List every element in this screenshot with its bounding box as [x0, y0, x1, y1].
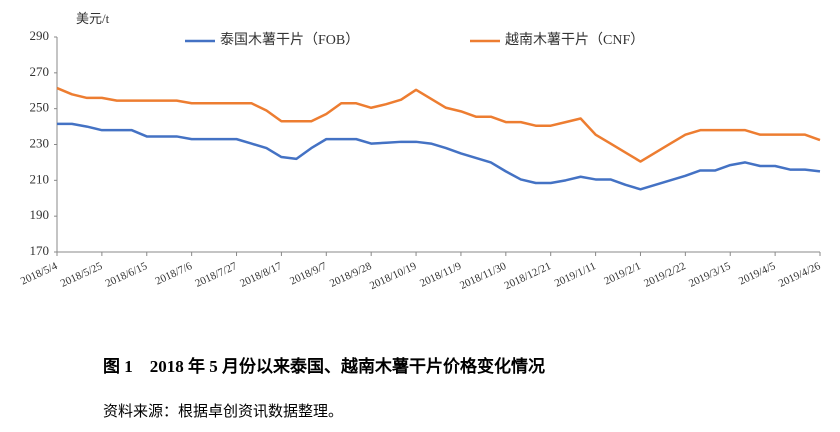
y-tick-label: 230: [30, 135, 50, 150]
y-tick-label: 250: [30, 100, 50, 115]
x-tick-label: 2018/8/17: [238, 260, 284, 290]
x-tick-label: 2018/7/27: [193, 260, 239, 290]
x-tick-label: 2018/12/21: [503, 260, 554, 292]
legend-label: 越南木薯干片（CNF）: [505, 32, 644, 48]
y-tick-label: 210: [30, 171, 50, 186]
y-tick-label: 290: [30, 28, 50, 43]
x-tick-label: 2018/5/25: [59, 260, 105, 290]
legend-label: 泰国木薯干片（FOB）: [220, 32, 359, 48]
y-tick-label: 190: [30, 207, 50, 222]
series-line: [57, 122, 821, 191]
caption: 图 1 2018 年 5 月份以来泰国、越南木薯干片价格变化情况: [103, 357, 545, 376]
chart: 美元/t 170 190 210 230 250 270 290 2018/5/4 2018/5…: [19, 11, 823, 292]
y-tick-label: 270: [30, 64, 50, 79]
x-tick-label: 2019/4/26: [777, 260, 823, 290]
x-tick-label: 2018/7/6: [153, 260, 194, 288]
x-tick-label: 2018/6/15: [104, 260, 150, 290]
x-tick-label: 2019/2/22: [642, 260, 688, 290]
x-tick-label: 2018/11/9: [418, 260, 464, 290]
y-tick-label: 170: [30, 243, 50, 258]
x-tick-label: 2018/9/7: [288, 260, 329, 288]
x-tick-label: 2018/5/4: [19, 260, 60, 288]
x-tick-label: 2018/11/30: [458, 260, 509, 292]
source: 资料来源：根据卓创资讯数据整理。: [103, 404, 344, 420]
x-tick-label: 2019/2/1: [602, 260, 643, 287]
series-line: [56, 86, 821, 163]
x-tick-label: 2018/10/19: [368, 260, 419, 292]
x-tick-label: 2019/1/11: [553, 260, 598, 290]
x-tick-label: 2018/9/28: [328, 260, 374, 290]
x-tick-label: 2019/3/15: [687, 260, 733, 290]
unit-label: 美元/t: [76, 11, 110, 26]
x-tick-label: 2019/4/5: [737, 260, 778, 288]
